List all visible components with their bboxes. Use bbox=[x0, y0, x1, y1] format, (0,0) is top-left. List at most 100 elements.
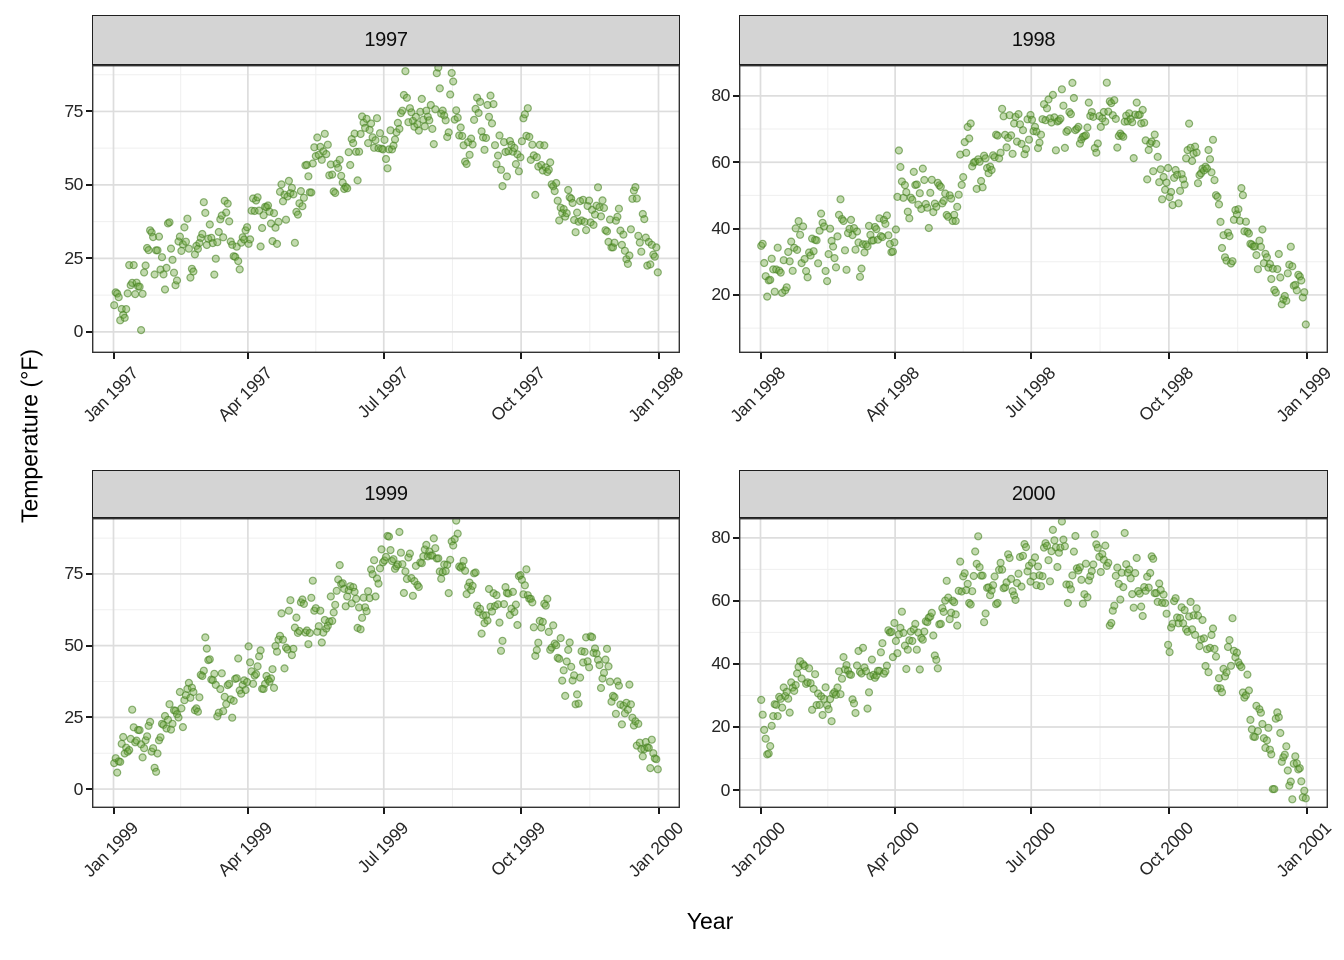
data-point bbox=[1191, 142, 1200, 151]
x-tickmark bbox=[520, 808, 523, 814]
data-point bbox=[150, 270, 159, 279]
data-point bbox=[1214, 200, 1224, 209]
data-point bbox=[417, 94, 426, 104]
data-point bbox=[971, 547, 980, 556]
data-point bbox=[211, 254, 220, 263]
data-point bbox=[374, 579, 383, 588]
data-point bbox=[266, 674, 276, 683]
data-point bbox=[822, 277, 832, 286]
data-point bbox=[908, 636, 917, 646]
data-point bbox=[355, 603, 364, 612]
data-point bbox=[852, 661, 862, 670]
data-point bbox=[1036, 130, 1046, 139]
data-point bbox=[353, 176, 362, 185]
data-point bbox=[232, 674, 241, 683]
data-point bbox=[141, 261, 150, 270]
data-point bbox=[573, 690, 582, 699]
data-point bbox=[972, 184, 981, 194]
data-point bbox=[646, 260, 655, 269]
data-point bbox=[187, 683, 197, 692]
data-point bbox=[317, 155, 326, 164]
data-point bbox=[1174, 199, 1183, 208]
data-point bbox=[1008, 149, 1017, 158]
data-point bbox=[1162, 178, 1171, 187]
x-tick-label: Jul 1997 bbox=[353, 363, 412, 422]
data-point bbox=[851, 245, 860, 254]
data-point bbox=[1161, 598, 1170, 608]
data-point bbox=[253, 193, 262, 202]
data-point bbox=[905, 214, 914, 223]
data-point bbox=[468, 140, 477, 149]
data-point bbox=[249, 679, 258, 688]
data-point bbox=[1246, 715, 1255, 724]
data-point bbox=[284, 606, 293, 615]
data-point bbox=[195, 693, 204, 702]
data-point bbox=[1276, 728, 1285, 738]
data-point bbox=[951, 216, 960, 226]
data-point bbox=[1180, 180, 1189, 189]
data-point bbox=[831, 263, 841, 272]
data-point bbox=[136, 326, 146, 335]
data-point bbox=[1042, 541, 1052, 550]
points-group bbox=[757, 518, 1310, 804]
data-point bbox=[546, 158, 555, 167]
data-point bbox=[1132, 98, 1141, 107]
x-tickmark bbox=[1167, 353, 1170, 359]
data-point bbox=[837, 674, 847, 683]
data-point bbox=[567, 662, 576, 671]
y-tickmark bbox=[85, 110, 92, 113]
data-point bbox=[299, 193, 308, 202]
data-point bbox=[498, 181, 507, 191]
data-point bbox=[461, 566, 470, 575]
data-point bbox=[918, 164, 927, 173]
data-point bbox=[1069, 93, 1078, 103]
data-point bbox=[253, 662, 262, 671]
y-tickmark bbox=[85, 257, 92, 260]
data-point bbox=[311, 604, 320, 613]
data-point bbox=[277, 180, 286, 189]
data-point bbox=[770, 287, 779, 296]
data-point bbox=[1205, 155, 1215, 164]
x-tickmark bbox=[894, 353, 897, 359]
data-point bbox=[1277, 757, 1286, 766]
data-point bbox=[110, 301, 119, 310]
facet-strip-label: 1999 bbox=[364, 482, 408, 505]
data-point bbox=[909, 167, 918, 177]
data-point bbox=[1063, 126, 1072, 135]
data-point bbox=[1138, 105, 1147, 115]
data-point bbox=[1024, 135, 1034, 144]
y-tick-label: 60 bbox=[711, 151, 730, 172]
x-tick-label: Jan 1998 bbox=[623, 363, 687, 426]
data-point bbox=[429, 534, 438, 543]
data-point bbox=[244, 239, 253, 248]
data-point bbox=[602, 227, 612, 236]
data-point bbox=[470, 115, 479, 125]
data-point bbox=[634, 231, 643, 240]
data-point bbox=[1102, 78, 1111, 87]
data-point bbox=[428, 124, 437, 134]
data-point bbox=[962, 148, 971, 157]
data-point bbox=[900, 180, 909, 190]
data-point bbox=[364, 587, 373, 596]
data-point bbox=[189, 687, 198, 697]
data-point bbox=[1056, 543, 1065, 552]
data-point bbox=[632, 194, 641, 203]
data-point bbox=[1195, 642, 1204, 651]
data-point bbox=[1110, 601, 1119, 610]
data-point bbox=[836, 195, 845, 204]
data-point bbox=[963, 579, 972, 589]
data-point bbox=[229, 696, 238, 705]
data-point bbox=[929, 631, 938, 640]
x-tickmark bbox=[246, 808, 249, 814]
data-point bbox=[414, 126, 423, 135]
data-point bbox=[201, 208, 210, 217]
data-point bbox=[1125, 565, 1134, 574]
data-point bbox=[462, 159, 471, 169]
data-point bbox=[878, 639, 887, 648]
data-point bbox=[435, 84, 444, 93]
data-point bbox=[437, 574, 446, 583]
data-point bbox=[936, 182, 945, 192]
data-point bbox=[908, 195, 917, 204]
data-point bbox=[1093, 543, 1102, 552]
data-point bbox=[393, 118, 402, 128]
